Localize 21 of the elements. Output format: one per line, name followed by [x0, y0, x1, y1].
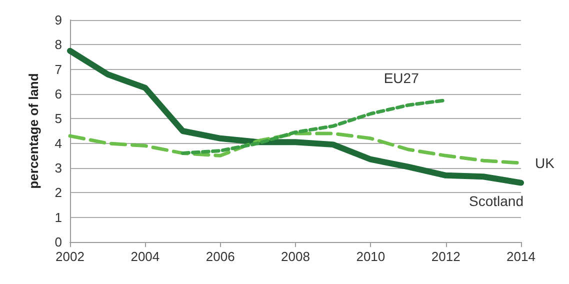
y-tick-label: 5: [54, 111, 62, 126]
y-tick-label: 6: [54, 86, 62, 102]
y-tick-label: 8: [54, 37, 62, 52]
y-tick-label: 7: [54, 62, 62, 77]
x-tick-label: 2006: [206, 249, 235, 264]
x-tick-label: 2014: [506, 249, 536, 264]
x-tick-label: 2012: [431, 249, 460, 264]
x-tick-label: 2010: [356, 249, 386, 264]
y-tick-label: 2: [54, 185, 62, 200]
series-label: EU27: [384, 70, 420, 86]
series-label: UK: [535, 155, 556, 172]
y-tick-label: 1: [54, 210, 62, 225]
y-tick-label: 0: [54, 234, 62, 250]
x-tick-label: 2002: [56, 249, 84, 264]
y-tick-label: 3: [54, 160, 62, 176]
y-tick-label: 4: [54, 136, 62, 151]
y-axis-title: percentage of land: [26, 73, 41, 189]
series-label: Scotland: [469, 192, 524, 209]
x-tick-label: 2004: [130, 249, 160, 264]
x-tick-label: 2008: [281, 249, 310, 264]
y-tick-label: 9: [54, 12, 62, 28]
